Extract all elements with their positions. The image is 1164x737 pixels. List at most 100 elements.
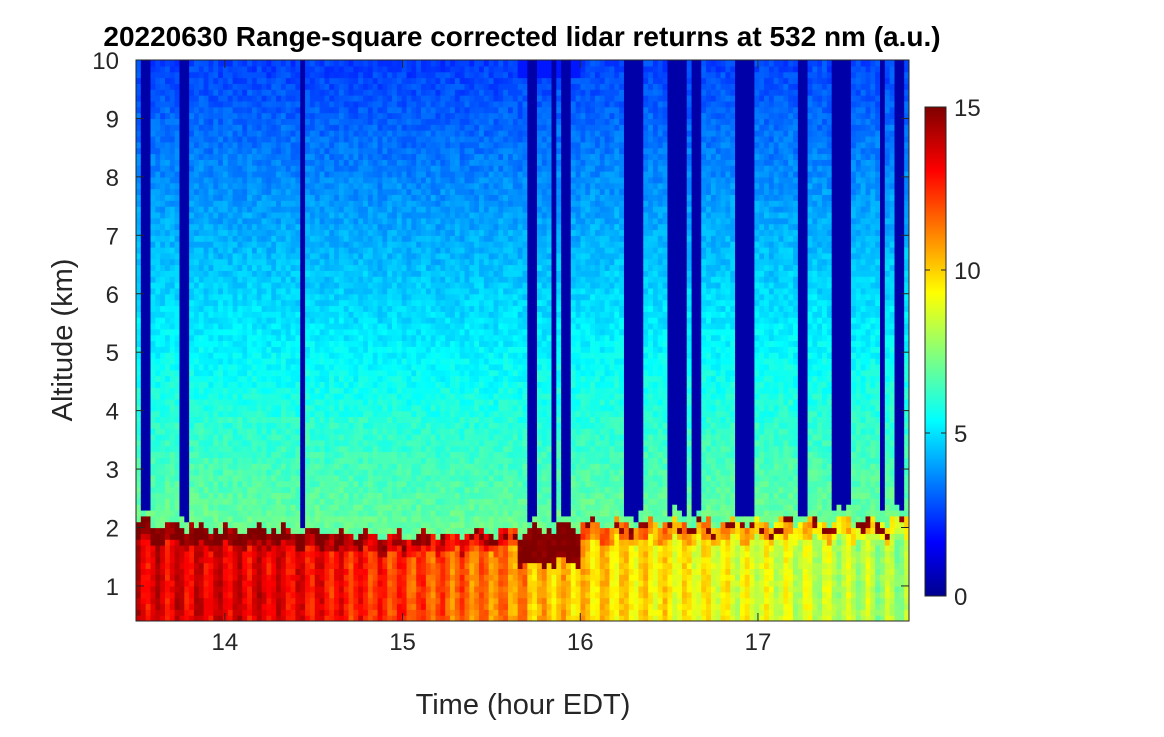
heatmap-cell: [193, 299, 200, 307]
heatmap-cell: [382, 422, 388, 429]
heatmap-cell: [305, 176, 311, 184]
heatmap-cell: [338, 194, 345, 201]
heatmap-cell: [169, 194, 176, 201]
heatmap-cell: [372, 550, 379, 558]
heatmap-cell: [140, 393, 147, 400]
heatmap-cell: [276, 60, 282, 67]
heatmap-cell: [266, 247, 272, 254]
heatmap-cell: [290, 603, 297, 610]
heatmap-cell: [203, 580, 210, 587]
heatmap-cell: [150, 211, 156, 219]
heatmap-cell: [198, 387, 205, 394]
heatmap-cell: [305, 229, 311, 236]
heatmap-cell: [218, 381, 224, 388]
heatmap-cell: [309, 352, 316, 359]
heatmap-cell: [324, 393, 330, 400]
heatmap-cell: [232, 521, 239, 529]
heatmap-cell: [169, 533, 176, 540]
heatmap-cell: [179, 235, 185, 242]
heatmap-cell: [179, 556, 185, 564]
heatmap-cell: [338, 346, 345, 353]
heatmap-cell: [198, 574, 205, 581]
heatmap-cell: [329, 474, 335, 482]
heatmap-cell: [329, 112, 335, 120]
heatmap-cell: [251, 71, 258, 79]
heatmap-cell: [290, 282, 297, 289]
heatmap-cell: [198, 229, 205, 236]
heatmap-cell: [276, 562, 282, 569]
heatmap-cell: [280, 369, 287, 377]
heatmap-cell: [324, 428, 330, 435]
heatmap-cell: [353, 165, 359, 172]
heatmap-cell: [358, 258, 364, 266]
heatmap-cell: [174, 282, 181, 289]
heatmap-cell: [358, 130, 364, 137]
heatmap-cell: [218, 159, 224, 166]
heatmap-cell: [256, 247, 263, 254]
heatmap-cell: [198, 486, 205, 494]
heatmap-cell: [189, 182, 195, 190]
heatmap-cell: [372, 527, 379, 534]
heatmap-cell: [358, 469, 364, 476]
heatmap-cell: [280, 135, 287, 143]
heatmap-cell: [343, 515, 350, 523]
heatmap-cell: [160, 100, 166, 108]
heatmap-cell: [314, 293, 321, 301]
heatmap-cell: [174, 287, 181, 295]
heatmap-cell: [222, 235, 229, 242]
heatmap-cell: [184, 410, 190, 418]
heatmap-cell: [251, 223, 258, 231]
heatmap-cell: [309, 264, 316, 271]
heatmap-cell: [372, 293, 379, 301]
heatmap-cell: [367, 206, 374, 213]
heatmap-cell: [353, 504, 359, 511]
heatmap-cell: [184, 469, 190, 476]
heatmap-cell: [295, 398, 301, 406]
heatmap-cell: [338, 591, 345, 599]
heatmap-cell: [377, 112, 383, 120]
heatmap-cell: [160, 235, 166, 242]
heatmap-cell: [353, 603, 359, 610]
heatmap-cell: [218, 112, 224, 120]
heatmap-cell: [305, 293, 311, 301]
heatmap-cell: [338, 206, 345, 213]
heatmap-cell: [305, 223, 311, 231]
heatmap-cell: [377, 252, 383, 260]
heatmap-cell: [266, 375, 272, 382]
heatmap-cell: [300, 609, 306, 616]
heatmap-cell: [305, 463, 311, 470]
heatmap-cell: [314, 100, 321, 108]
heatmap-cell: [382, 60, 388, 67]
heatmap-cell: [343, 106, 350, 114]
heatmap-cell: [305, 211, 311, 219]
heatmap-cell: [160, 591, 166, 599]
heatmap-cell: [208, 328, 214, 336]
heatmap-cell: [372, 498, 379, 505]
heatmap-cell: [377, 346, 383, 353]
heatmap-cell: [300, 469, 306, 476]
heatmap-cell: [251, 293, 258, 301]
heatmap-cell: [218, 106, 224, 114]
heatmap-cell: [324, 171, 330, 178]
heatmap-cell: [213, 258, 219, 266]
heatmap-cell: [169, 504, 176, 511]
heatmap-cell: [179, 463, 185, 470]
heatmap-cell: [155, 474, 161, 482]
heatmap-cell: [358, 568, 364, 575]
heatmap-cell: [261, 358, 268, 365]
heatmap-cell: [305, 247, 311, 254]
heatmap-cell: [372, 124, 379, 131]
heatmap-cell: [290, 106, 297, 114]
heatmap-cell: [213, 71, 219, 79]
heatmap-cell: [280, 410, 287, 418]
heatmap-cell: [160, 521, 166, 529]
heatmap-cell: [377, 65, 383, 73]
heatmap-cell: [145, 556, 152, 564]
heatmap-cell: [276, 580, 282, 587]
heatmap-cell: [203, 474, 210, 482]
heatmap-cell: [208, 603, 214, 610]
heatmap-cell: [295, 77, 301, 84]
heatmap-cell: [222, 585, 229, 593]
heatmap-cell: [198, 276, 205, 283]
heatmap-cell: [237, 340, 243, 347]
